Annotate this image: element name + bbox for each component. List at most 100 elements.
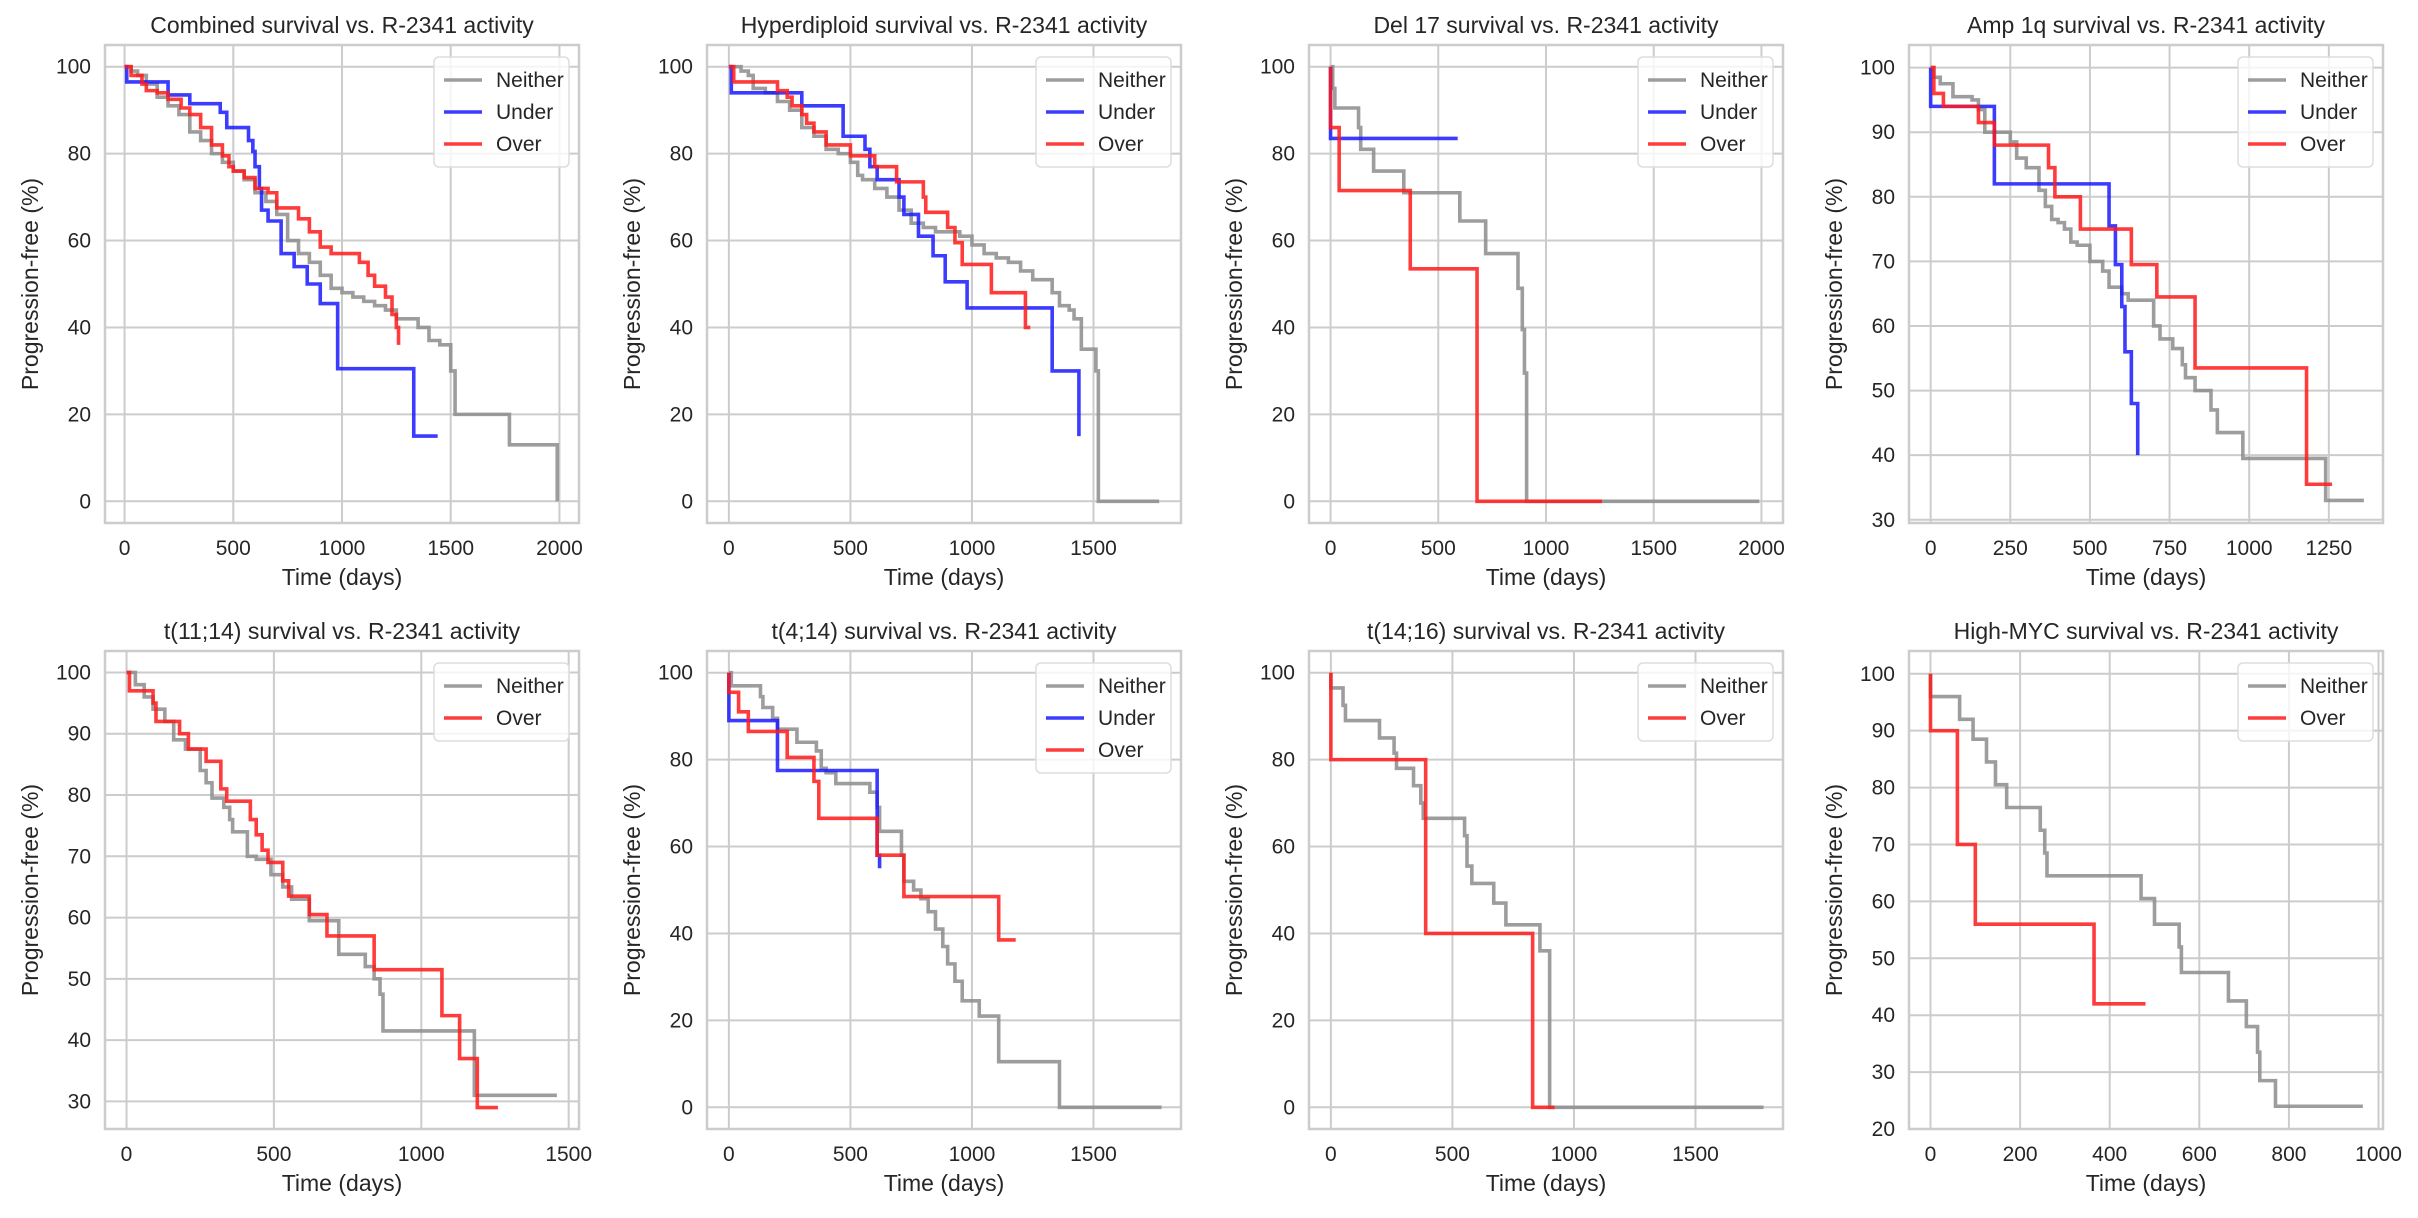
x-tick-label: 0 xyxy=(723,1143,735,1166)
x-tick-label: 500 xyxy=(216,537,251,560)
panel-1: Combined survival vs. R-2341 activity 0 50… xyxy=(0,0,604,609)
series-line-over xyxy=(126,670,498,1110)
x-tick-label: 1000 xyxy=(949,537,996,560)
x-tick-label: 0 xyxy=(119,537,131,560)
y-tick-label: 90 xyxy=(1872,720,1895,743)
km-plot: t(4;14) survival vs. R-2341 activity 0 500… xyxy=(619,618,1183,1196)
legend: Neither Over xyxy=(433,662,570,742)
y-tick-label: 40 xyxy=(1872,1004,1895,1027)
y-tick-label: 40 xyxy=(670,316,693,339)
y-tick-label: 80 xyxy=(670,749,693,772)
series-line-neither xyxy=(728,670,1162,1110)
x-tick-label: 600 xyxy=(2182,1143,2217,1166)
series-line-over xyxy=(727,672,1016,942)
legend-label: Neither xyxy=(1098,69,1166,92)
km-plot: Amp 1q survival vs. R-2341 activity 0 250 5… xyxy=(1821,12,2385,590)
legend: Neither Under Over xyxy=(1637,56,1774,168)
y-tick-label: 60 xyxy=(68,907,91,930)
axes-frame xyxy=(1307,649,1785,1131)
y-axis-label: Progression-free (%) xyxy=(1821,784,1847,996)
y-tick-label: 60 xyxy=(1272,836,1295,859)
km-plot: High-MYC survival vs. R-2341 activity 0 20… xyxy=(1821,618,2402,1196)
y-tick-label: 0 xyxy=(1283,490,1295,513)
chart-title: Combined survival vs. R-2341 activity xyxy=(150,12,534,38)
y-tick-label: 30 xyxy=(1872,1061,1895,1084)
y-tick-label: 20 xyxy=(1272,1009,1295,1032)
chart-title: t(4;14) survival vs. R-2341 activity xyxy=(771,618,1117,644)
y-tick-label: 40 xyxy=(68,316,91,339)
series-line-neither xyxy=(1329,672,1764,1110)
x-tick-label: 500 xyxy=(256,1143,291,1166)
series-line-neither xyxy=(1330,64,1760,504)
y-tick-label: 40 xyxy=(1872,444,1895,467)
y-tick-label: 80 xyxy=(1872,777,1895,800)
y-tick-label: 30 xyxy=(68,1090,91,1113)
panel-8: High-MYC survival vs. R-2341 activity 0 20… xyxy=(1804,606,2408,1215)
series-line-neither xyxy=(1930,65,2364,503)
x-tick-label: 1000 xyxy=(1551,1143,1598,1166)
axes-frame xyxy=(1907,649,2385,1131)
y-axis-label: Progression-free (%) xyxy=(1821,178,1847,390)
y-tick-label: 50 xyxy=(68,968,91,991)
legend-label: Neither xyxy=(2300,675,2368,698)
chart-title: Del 17 survival vs. R-2341 activity xyxy=(1373,12,1719,38)
legend-label: Over xyxy=(2300,707,2346,730)
km-plot: Del 17 survival vs. R-2341 activity 0 500 1… xyxy=(1221,12,1785,590)
x-tick-label: 0 xyxy=(1325,537,1337,560)
x-tick-label: 2000 xyxy=(536,537,583,560)
panel-3: Del 17 survival vs. R-2341 activity 0 500 1… xyxy=(1204,0,1808,609)
y-tick-label: 100 xyxy=(1260,662,1295,685)
y-tick-label: 20 xyxy=(670,403,693,426)
y-tick-label: 0 xyxy=(681,490,693,513)
y-axis-label: Progression-free (%) xyxy=(1221,784,1247,996)
x-tick-label: 1000 xyxy=(319,537,366,560)
x-tick-label: 1000 xyxy=(1523,537,1570,560)
panel-5: t(11;14) survival vs. R-2341 activity 0 50… xyxy=(0,606,604,1215)
legend-label: Neither xyxy=(1700,69,1768,92)
legend-label: Neither xyxy=(496,69,564,92)
y-tick-label: 80 xyxy=(68,784,91,807)
y-tick-label: 0 xyxy=(1283,1096,1295,1119)
y-tick-label: 20 xyxy=(1272,403,1295,426)
y-tick-label: 60 xyxy=(670,230,693,253)
series-line-over xyxy=(124,64,401,345)
km-plot: t(11;14) survival vs. R-2341 activity 0 50… xyxy=(17,618,592,1196)
y-tick-label: 20 xyxy=(68,403,91,426)
axes-frame xyxy=(103,43,581,525)
x-axis-label: Time (days) xyxy=(2086,1170,2207,1196)
x-tick-label: 1500 xyxy=(1070,537,1117,560)
legend: Neither Over xyxy=(1637,662,1774,742)
legend-label: Over xyxy=(496,707,542,730)
y-tick-label: 60 xyxy=(1872,315,1895,338)
x-tick-label: 1500 xyxy=(427,537,474,560)
y-tick-label: 70 xyxy=(1872,833,1895,856)
legend: Neither Over xyxy=(2237,662,2374,742)
legend-label: Over xyxy=(1098,739,1144,762)
x-tick-label: 500 xyxy=(833,1143,868,1166)
series-line-under xyxy=(728,64,1081,437)
series-line-over xyxy=(1928,673,2146,1006)
x-tick-label: 1000 xyxy=(2355,1143,2402,1166)
legend-label: Neither xyxy=(496,675,564,698)
y-tick-label: 80 xyxy=(670,143,693,166)
panel-6: t(4;14) survival vs. R-2341 activity 0 500… xyxy=(602,606,1206,1215)
panel-2: Hyperdiploid survival vs. R-2341 activit… xyxy=(602,0,1206,609)
y-tick-label: 70 xyxy=(1872,250,1895,273)
series-line-over xyxy=(1328,66,1603,504)
x-tick-label: 500 xyxy=(1421,537,1456,560)
x-tick-label: 250 xyxy=(1993,537,2028,560)
series-line-over xyxy=(1329,672,1555,1110)
km-plot: Hyperdiploid survival vs. R-2341 activit… xyxy=(619,12,1183,590)
x-axis-label: Time (days) xyxy=(1486,564,1607,590)
legend: Neither Under Over xyxy=(433,56,570,168)
y-tick-label: 100 xyxy=(658,56,693,79)
series-line-over xyxy=(1930,65,2333,487)
x-tick-label: 800 xyxy=(2271,1143,2306,1166)
y-tick-label: 50 xyxy=(1872,947,1895,970)
panel-4: Amp 1q survival vs. R-2341 activity 0 250 5… xyxy=(1804,0,2408,609)
legend-label: Under xyxy=(1700,101,1757,124)
x-axis-label: Time (days) xyxy=(884,564,1005,590)
legend-label: Over xyxy=(1098,133,1144,156)
y-tick-label: 100 xyxy=(1860,57,1895,80)
axes-frame xyxy=(1907,43,2385,525)
